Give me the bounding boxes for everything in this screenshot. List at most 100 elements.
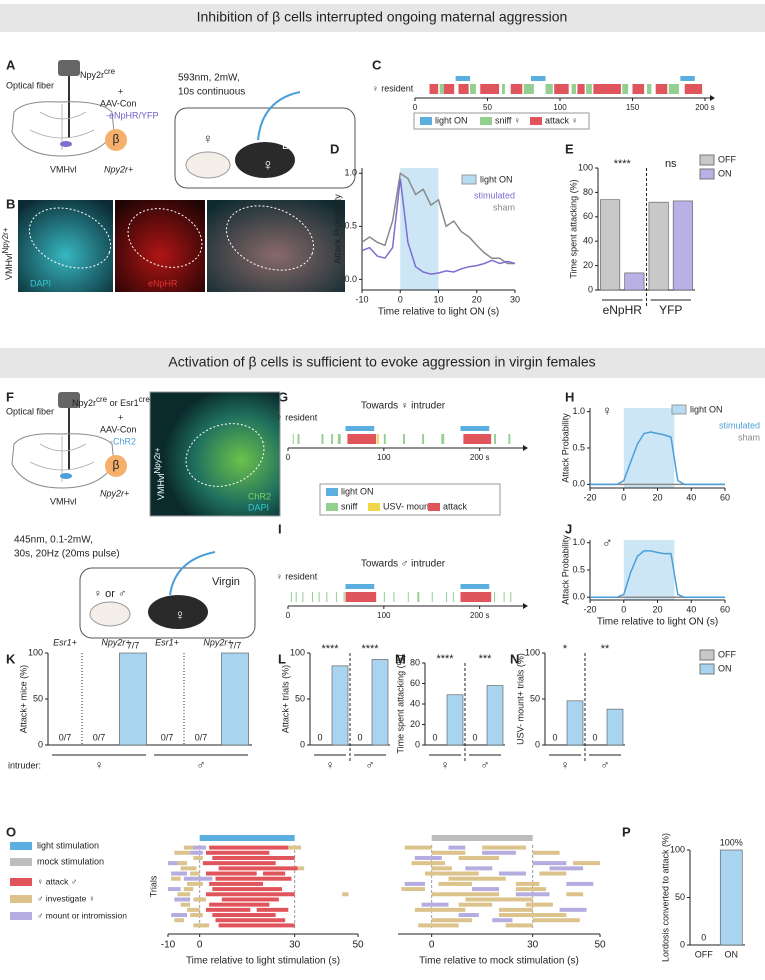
behavior-interval xyxy=(183,876,213,881)
y-axis-label: Attack Probability xyxy=(560,413,570,483)
cell-icon xyxy=(105,129,127,151)
legend-label: stimulated xyxy=(474,190,515,200)
cage xyxy=(174,107,356,189)
panel-letters: A B C D E F G H I J K L M N O P xyxy=(6,57,631,839)
light-interval xyxy=(460,584,490,589)
behavior-interval xyxy=(263,871,286,876)
fiber-cable xyxy=(257,91,301,141)
behavior-interval xyxy=(180,902,191,907)
region: VMHvl xyxy=(156,474,166,501)
gene: Npy2r xyxy=(80,70,104,80)
panel-letter: N xyxy=(510,651,519,666)
behavior-interval xyxy=(465,866,493,871)
behavior-interval xyxy=(499,907,533,912)
legend-label: light ON xyxy=(341,486,374,496)
value-label: 0 xyxy=(592,732,597,742)
gene-sup: cre xyxy=(96,395,108,404)
legend-label: sham xyxy=(493,202,515,212)
behavior-interval xyxy=(377,434,380,444)
x-tick-label: 50 xyxy=(352,940,364,951)
behavior-interval xyxy=(458,902,493,907)
y-tick-label: 100 xyxy=(578,162,593,172)
image-enphr xyxy=(115,200,205,292)
x-tick-label: -20 xyxy=(583,492,596,502)
target-region xyxy=(60,473,72,479)
legend-label: OFF xyxy=(718,649,736,659)
behavior-interval xyxy=(411,861,446,866)
y-tick-label: 50 xyxy=(675,892,685,902)
bar xyxy=(719,849,743,946)
behavior-interval xyxy=(177,892,191,897)
panel-letter: C xyxy=(372,57,382,72)
x-tick-label: 60 xyxy=(720,492,730,502)
value-label: 100% xyxy=(720,837,743,847)
behavior-interval xyxy=(206,907,251,912)
y-tick-label: 1.0 xyxy=(572,406,585,416)
behavior-interval xyxy=(183,887,194,892)
stain-label: DAPI xyxy=(248,502,269,512)
bar xyxy=(371,659,389,746)
y-tick-label: 0 xyxy=(588,284,593,294)
significance: ns xyxy=(665,158,677,170)
legend-label: ♀ attack ♂ xyxy=(37,876,77,886)
x-tick-label: 50 xyxy=(594,940,606,951)
fiber-cannula xyxy=(58,392,80,408)
behavior-interval xyxy=(168,861,178,866)
panel-letter: H xyxy=(565,389,574,404)
behavior-interval xyxy=(187,907,200,912)
behavior-interval xyxy=(424,871,479,876)
y-axis-label: Time spent attacking (%) xyxy=(395,654,405,753)
legend-label: sniff xyxy=(341,501,358,511)
y-tick-label: 20 xyxy=(583,260,593,270)
section-title: Inhibition of β cells interrupted ongoin… xyxy=(197,9,568,25)
significance: **** xyxy=(614,158,632,170)
panel-letter: P xyxy=(622,824,631,839)
x-tick-label: ON xyxy=(725,949,739,959)
behavior-interval xyxy=(288,845,301,850)
x-tick-label: ♂ xyxy=(481,758,490,772)
intruder-mouse xyxy=(89,601,131,627)
image-chr2 xyxy=(149,391,281,517)
x-tick-label: 0 xyxy=(621,492,626,502)
behavior-interval xyxy=(221,897,279,902)
fiber-label: Optical fiber xyxy=(6,80,54,90)
y-axis-label: Lordosis converted to attack (%) xyxy=(660,833,670,962)
legend-label: light ON xyxy=(480,174,513,184)
row-label: ♀ resident xyxy=(372,83,414,93)
behavior-interval xyxy=(190,871,200,876)
behavior-interval xyxy=(532,861,567,866)
image-merge xyxy=(207,200,345,292)
x-tick-label: 10 xyxy=(433,294,443,304)
intruder-sex: ♀ or ♂ xyxy=(94,588,126,600)
target-region xyxy=(60,141,72,147)
y-tick-label: 50 xyxy=(33,693,43,703)
panel-letter: D xyxy=(330,141,339,156)
y-tick-label: 0.5 xyxy=(572,564,585,574)
behavior-interval xyxy=(482,850,516,855)
behavior-interval xyxy=(422,434,425,444)
behavior-interval xyxy=(206,850,270,855)
behavior-interval xyxy=(566,892,584,897)
light-interval xyxy=(345,426,375,431)
x-tick-label: 20 xyxy=(652,492,662,502)
y-tick-label: 0.0 xyxy=(572,479,585,489)
behavior-interval xyxy=(171,913,187,918)
stim-label: 10s continuous xyxy=(178,87,245,98)
behavior-interval xyxy=(448,845,466,850)
y-tick-label: 100 xyxy=(525,647,540,657)
behavior-interval xyxy=(193,855,203,860)
light-interval xyxy=(680,76,695,81)
cell-icon xyxy=(105,455,127,477)
behavior-interval xyxy=(321,434,324,444)
series-line xyxy=(590,431,725,486)
behavior-interval xyxy=(525,902,553,907)
panel-letter: E xyxy=(565,141,574,156)
behavior-interval xyxy=(401,887,425,892)
x-tick-label: ♂ xyxy=(601,758,610,772)
x-tick-label: 0 xyxy=(429,940,435,951)
behavior-interval xyxy=(559,907,587,912)
behavior-interval xyxy=(421,902,449,907)
y-tick-label: 60 xyxy=(583,211,593,221)
x-axis-label: Time relative to light ON (s) xyxy=(378,307,499,318)
legend-box xyxy=(319,483,501,516)
